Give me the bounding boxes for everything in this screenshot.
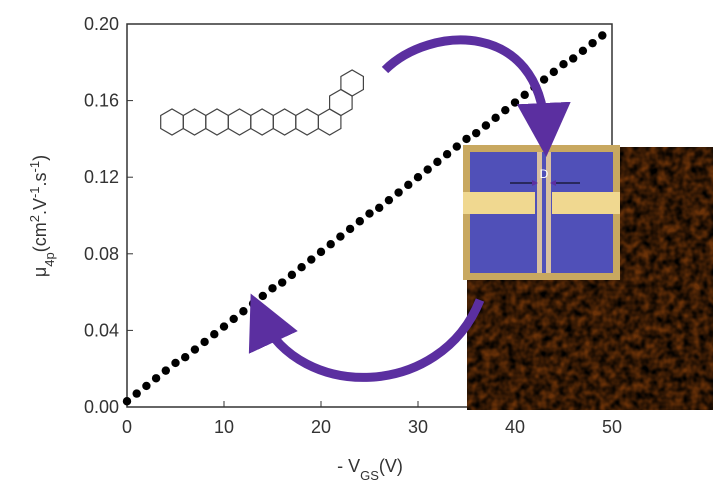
data-point [122, 397, 132, 406]
x-tick-label: 0 [122, 417, 132, 437]
data-point [491, 113, 500, 123]
x-tick-label: 40 [505, 417, 525, 437]
data-point [462, 134, 471, 144]
x-tick-label: 20 [311, 417, 331, 437]
data-point [569, 54, 578, 63]
data-point [336, 232, 345, 241]
data-point [219, 322, 229, 331]
y-tick-label: 0.16 [84, 91, 119, 111]
data-point [307, 255, 316, 264]
data-point [200, 337, 209, 347]
data-point [161, 366, 170, 375]
data-point [326, 240, 335, 249]
data-point [229, 314, 238, 324]
data-point [433, 157, 442, 167]
y-tick-label: 0.12 [84, 167, 119, 187]
ring [340, 69, 364, 97]
data-point [278, 278, 287, 287]
ring [295, 108, 319, 136]
molecule [160, 69, 364, 136]
data-point [549, 67, 558, 77]
device-inset: D [463, 145, 620, 280]
data-point [171, 358, 180, 368]
label-part: .s [30, 172, 50, 186]
data-point [481, 121, 491, 130]
ring [160, 108, 184, 136]
label-part: .V [30, 198, 50, 215]
data-point [345, 224, 355, 234]
x-tick-label: 50 [602, 417, 622, 437]
data-point [472, 128, 481, 138]
data-point [287, 270, 297, 280]
data-point [598, 31, 607, 40]
label-part: (cm [30, 222, 50, 252]
label-part: μ [30, 267, 50, 277]
data-point [539, 75, 549, 84]
ring [272, 108, 297, 136]
data-point [375, 203, 384, 213]
ring [250, 108, 274, 136]
data-point [404, 180, 413, 190]
ring [182, 108, 207, 136]
y-tick-label: 0.00 [84, 397, 119, 417]
data-point [210, 330, 219, 339]
data-point [190, 345, 200, 354]
y-tick-label: 0.08 [84, 244, 119, 264]
label-part: 2 [27, 215, 42, 222]
data-point [316, 247, 326, 257]
label-part: (V) [379, 456, 403, 476]
x-tick-label: 30 [408, 417, 428, 437]
arrows [248, 35, 571, 382]
y-axis-label: μ4p(cm2.V-1.s-1) [27, 155, 57, 277]
data-point [181, 353, 190, 362]
data-point [297, 263, 306, 272]
data-point [510, 98, 520, 107]
inset-label: D [540, 167, 549, 181]
data-point [588, 38, 597, 48]
data-point [258, 291, 267, 301]
ring [205, 108, 229, 136]
data-point [559, 60, 568, 69]
data-point [132, 389, 141, 398]
label-part: 4p [42, 252, 57, 266]
data-point [423, 165, 432, 174]
data-point [239, 307, 248, 316]
label-part: - V [337, 456, 360, 476]
data-point [355, 217, 364, 226]
data-point [578, 46, 588, 56]
data-point [248, 299, 258, 308]
data-point [268, 284, 277, 293]
data-point [151, 374, 161, 383]
x-axis-label: - VGS(V) [337, 456, 403, 483]
y-tick-label: 0.04 [84, 320, 119, 340]
data-point [413, 173, 423, 182]
label-part: -1 [27, 161, 42, 173]
data-point [442, 150, 452, 159]
label-part: GS [360, 468, 379, 483]
label-part: ) [30, 155, 50, 161]
data-point [365, 209, 374, 218]
data-point [384, 195, 394, 205]
data-point [142, 381, 151, 391]
x-tick-label: 10 [214, 417, 234, 437]
label-part: -1 [27, 186, 42, 198]
data-point [520, 90, 529, 100]
y-tick-label: 0.20 [84, 14, 119, 34]
ring [227, 108, 252, 136]
data-point [501, 105, 510, 115]
data-point [394, 188, 403, 197]
data-point [452, 142, 461, 151]
